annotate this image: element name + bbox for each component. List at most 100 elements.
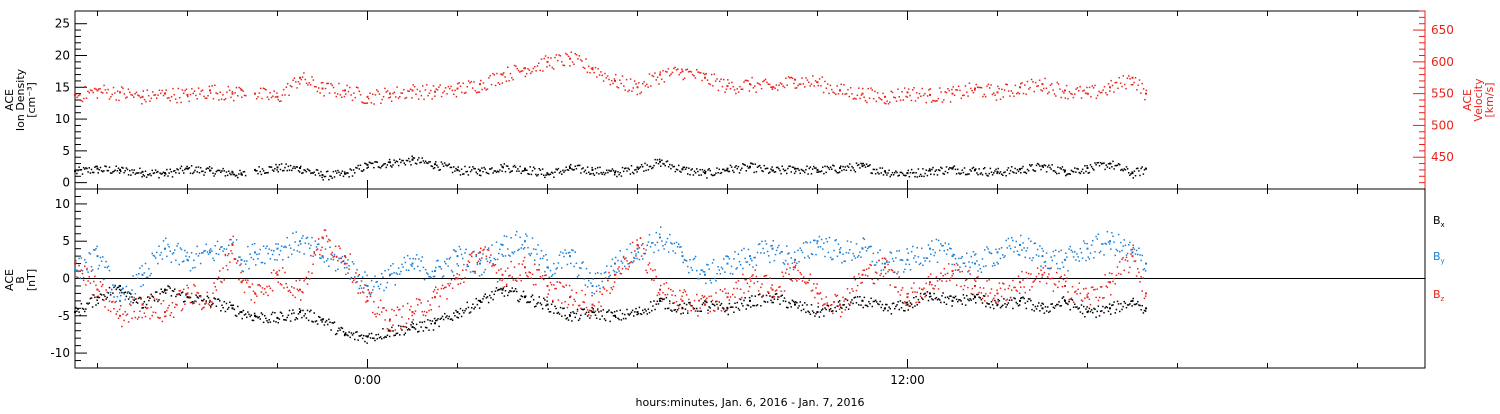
- data-point: [606, 265, 608, 267]
- data-point: [469, 82, 471, 84]
- data-point: [188, 101, 190, 103]
- data-point: [535, 284, 537, 286]
- data-point: [999, 282, 1001, 284]
- data-point: [179, 264, 181, 266]
- data-point: [976, 172, 978, 174]
- data-point: [794, 173, 796, 175]
- data-point: [1125, 259, 1127, 261]
- data-point: [167, 175, 169, 177]
- data-point: [178, 88, 180, 90]
- data-point: [300, 310, 302, 312]
- data-point: [526, 170, 528, 172]
- data-point: [906, 172, 908, 174]
- data-point: [850, 241, 852, 243]
- data-point: [1090, 311, 1092, 313]
- data-point: [831, 304, 833, 306]
- data-point: [945, 274, 947, 276]
- data-point: [892, 92, 894, 94]
- data-point: [105, 166, 107, 168]
- data-point: [236, 315, 238, 317]
- data-point: [1087, 248, 1089, 250]
- data-point: [298, 313, 300, 315]
- data-point: [609, 275, 611, 277]
- data-point: [121, 292, 123, 294]
- data-point: [1088, 293, 1090, 295]
- data-point: [77, 170, 79, 172]
- data-point: [1103, 312, 1105, 314]
- data-point: [918, 168, 920, 170]
- data-point: [229, 90, 231, 92]
- data-point: [336, 256, 338, 258]
- data-point: [95, 88, 97, 90]
- data-point: [614, 80, 616, 82]
- data-point: [924, 93, 926, 95]
- data-point: [923, 95, 925, 97]
- data-point: [765, 79, 767, 81]
- data-point: [777, 247, 779, 249]
- data-point: [82, 273, 84, 275]
- data-point: [258, 316, 260, 318]
- data-point: [1096, 97, 1098, 99]
- data-point: [962, 303, 964, 305]
- data-point: [1042, 274, 1044, 276]
- data-point: [326, 83, 328, 85]
- data-point: [1020, 235, 1022, 237]
- data-point: [1027, 301, 1029, 303]
- data-point: [568, 56, 570, 58]
- data-point: [1029, 298, 1031, 300]
- data-point: [840, 84, 842, 86]
- data-point: [1090, 304, 1092, 306]
- data-point: [777, 299, 779, 301]
- data-point: [885, 172, 887, 174]
- data-point: [1042, 83, 1044, 85]
- data-point: [400, 92, 402, 94]
- data-point: [504, 76, 506, 78]
- data-point: [239, 265, 241, 267]
- data-point: [794, 251, 796, 253]
- data-point: [138, 316, 140, 318]
- data-point: [333, 259, 335, 261]
- data-point: [776, 289, 778, 291]
- data-point: [324, 324, 326, 326]
- data-point: [111, 172, 113, 174]
- data-point: [80, 315, 82, 317]
- data-point: [480, 248, 482, 250]
- data-point: [175, 260, 177, 262]
- data-point: [843, 169, 845, 171]
- data-point: [285, 283, 287, 285]
- data-point: [1108, 241, 1110, 243]
- data-point: [132, 302, 134, 304]
- data-point: [76, 311, 78, 313]
- data-point: [965, 304, 967, 306]
- data-point: [928, 89, 930, 91]
- data-point: [536, 253, 538, 255]
- data-point: [618, 87, 620, 89]
- data-point: [614, 281, 616, 283]
- data-point: [260, 285, 262, 287]
- data-point: [668, 166, 670, 168]
- data-point: [1054, 307, 1056, 309]
- left-y-tick-label: -5: [58, 309, 70, 323]
- data-point: [975, 168, 977, 170]
- data-point: [1020, 172, 1022, 174]
- data-point: [859, 277, 861, 279]
- data-point: [1053, 290, 1055, 292]
- data-point: [349, 87, 351, 89]
- data-point: [362, 276, 364, 278]
- data-point: [418, 258, 420, 260]
- data-point: [271, 166, 273, 168]
- data-point: [396, 86, 398, 88]
- data-point: [868, 267, 870, 269]
- data-point: [1085, 288, 1087, 290]
- data-point: [423, 160, 425, 162]
- data-point: [202, 90, 204, 92]
- data-point: [112, 292, 114, 294]
- data-point: [777, 296, 779, 298]
- data-point: [839, 249, 841, 251]
- data-point: [232, 91, 234, 93]
- data-point: [411, 321, 413, 323]
- data-point: [1017, 303, 1019, 305]
- data-point: [843, 304, 845, 306]
- data-point: [342, 328, 344, 330]
